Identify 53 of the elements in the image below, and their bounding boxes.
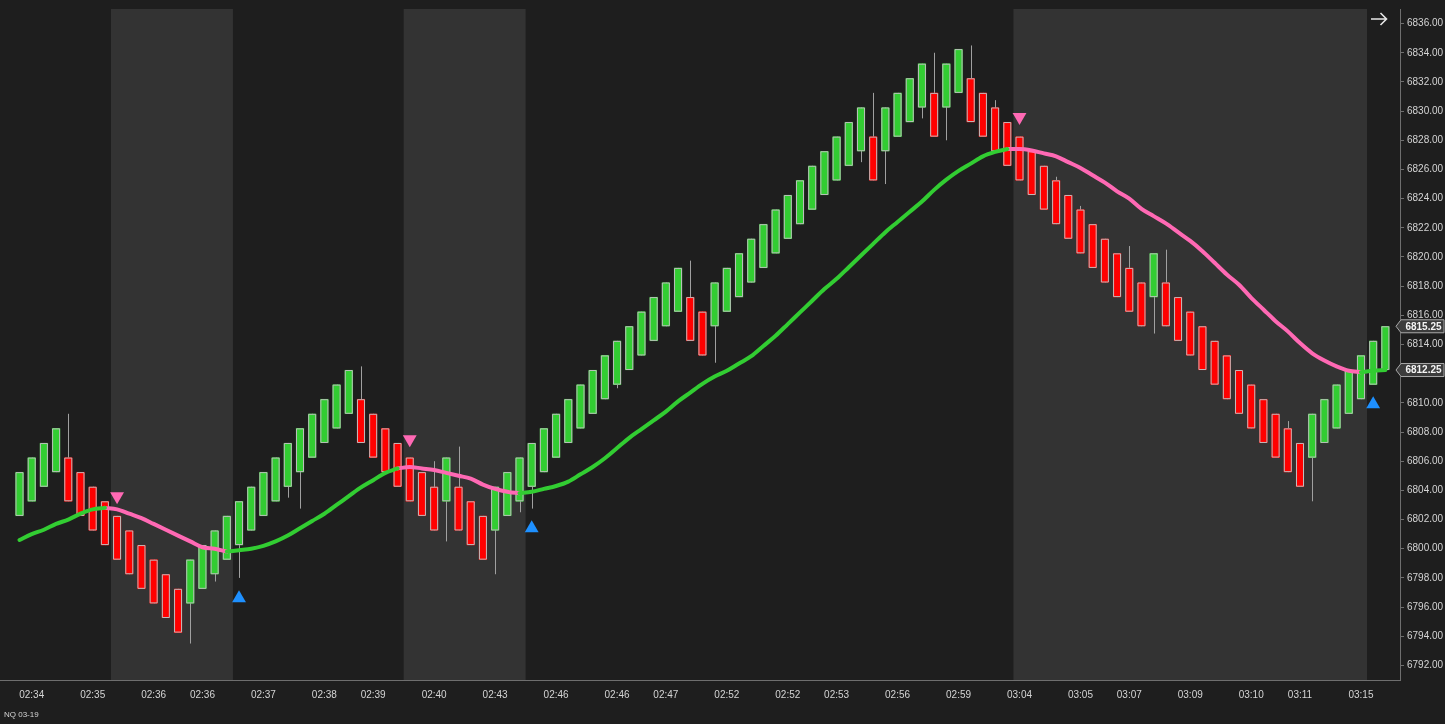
y-tick-label: 6800.00 <box>1407 542 1444 554</box>
y-tick-label: 6832.00 <box>1407 75 1444 87</box>
x-tick-label: 02:47 <box>653 688 679 700</box>
point <box>1012 112 1027 125</box>
y-tick-label: 6810.00 <box>1407 396 1444 408</box>
y-tick-label: 6822.00 <box>1407 221 1444 233</box>
y-tick-label: 6830.00 <box>1407 104 1444 116</box>
y-tick-label: 6824.00 <box>1407 192 1444 204</box>
y-tick-label: 6794.00 <box>1407 629 1444 641</box>
y-tick-label: 6836.00 <box>1407 17 1444 29</box>
x-tick-label: 02:35 <box>80 688 106 700</box>
y-tick-label: 6802.00 <box>1407 513 1444 525</box>
y-tick-label: 6792.00 <box>1407 659 1444 671</box>
x-tick-label: 03:15 <box>1348 688 1374 700</box>
x-tick-label: 02:56 <box>885 688 911 700</box>
x-tick-label: 03:05 <box>1067 688 1094 700</box>
y-tick-label: 6806.00 <box>1407 454 1444 466</box>
x-tick-label: 02:40 <box>421 688 448 700</box>
x-tick-label: 02:46 <box>543 688 570 700</box>
y-tick-label: 6818.00 <box>1407 279 1444 291</box>
point <box>232 590 246 603</box>
y-tick-label: 6816.00 <box>1407 309 1444 321</box>
x-tick-label: 02:34 <box>19 688 45 700</box>
y-tick-label: 6826.00 <box>1407 163 1444 175</box>
x-tick-label: 03:10 <box>1238 688 1265 700</box>
y-tick-label: 6808.00 <box>1407 425 1444 437</box>
x-tick-label: 03:04 <box>1007 688 1033 700</box>
x-tick-label: 03:11 <box>1287 688 1313 700</box>
x-tick-label: 02:52 <box>714 688 740 700</box>
point <box>1366 396 1381 409</box>
x-tick-label: 02:52 <box>775 688 801 700</box>
x-tick-label: 02:39 <box>360 688 387 700</box>
x-tick-label: 02:36 <box>189 688 216 700</box>
x-tick-label: 02:37 <box>250 688 277 700</box>
y-tick-label: 6834.00 <box>1407 46 1444 58</box>
point <box>524 520 539 533</box>
x-tick-label: 03:09 <box>1177 688 1204 700</box>
y-tick-label: 6828.00 <box>1407 134 1444 146</box>
x-tick-label: 03:07 <box>1116 688 1143 700</box>
x-tick-label: 02:59 <box>946 688 972 700</box>
y-tick-label: 6814.00 <box>1407 338 1444 350</box>
x-tick-label: 02:53 <box>824 688 850 700</box>
text: 6812.25 <box>1405 364 1443 376</box>
x-tick-label: 02:38 <box>311 688 338 700</box>
x-tick-label: 02:43 <box>482 688 509 700</box>
x-tick-label: 02:46 <box>604 688 631 700</box>
x-tick-label: 02:36 <box>141 688 167 700</box>
y-tick-label: 6804.00 <box>1407 484 1444 496</box>
y-tick-label: 6796.00 <box>1407 600 1444 612</box>
y-tick-label: 6820.00 <box>1407 250 1444 262</box>
y-tick-label: 6798.00 <box>1407 571 1444 583</box>
text: 6815.25 <box>1405 320 1443 332</box>
text: NQ 03-19 <box>4 710 40 719</box>
